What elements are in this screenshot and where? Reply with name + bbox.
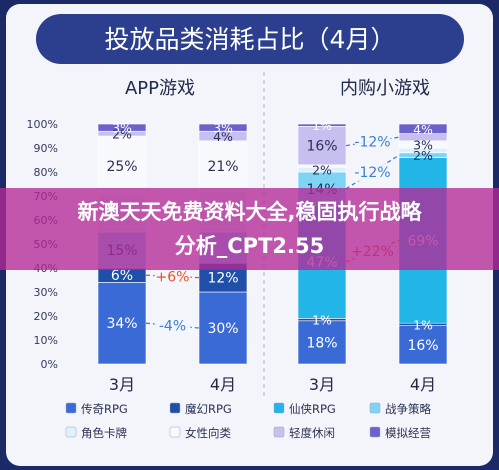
bar-segment: [297, 126, 347, 166]
change-label: +6%: [156, 269, 190, 285]
bar-segment: [398, 325, 448, 365]
legend-label: 角色卡牌: [81, 426, 127, 440]
data-label: 1%: [413, 317, 433, 332]
bar-segment: [97, 123, 147, 132]
data-label: 3%: [413, 137, 433, 152]
data-label: 12%: [207, 271, 238, 287]
bar-segment: [198, 140, 248, 192]
legend-swatch: [65, 426, 77, 438]
data-label: 4%: [213, 129, 233, 144]
data-label: 16%: [306, 139, 337, 155]
bar-segment: [297, 123, 347, 127]
data-label: 1%: [312, 313, 332, 328]
change-label-bg: [154, 268, 191, 286]
x-tick-label: 4月: [410, 375, 436, 394]
data-label: 21%: [207, 159, 238, 175]
bar-segment: [97, 135, 147, 197]
legend-label: 仙侠RPG: [289, 402, 336, 416]
data-label: 34%: [106, 316, 137, 332]
change-label: -12%: [354, 134, 390, 150]
data-label: 6%: [111, 268, 133, 284]
bar-segment: [198, 123, 248, 132]
watermark-banner: 新澳天天免费资料大全,稳固执行战略 分析_CPT2.55: [0, 188, 499, 270]
legend-label: 战争策略: [385, 402, 431, 416]
x-tick-label: 3月: [309, 375, 335, 394]
data-label: 18%: [306, 335, 337, 351]
y-tick-label: 100%: [27, 118, 58, 131]
y-tick-label: 80%: [34, 166, 58, 179]
group-title: 内购小游戏: [340, 78, 430, 99]
group-title: APP游戏: [125, 78, 195, 99]
banner-line-1: 新澳天天免费资料大全,稳固执行战略: [77, 200, 422, 224]
change-label: -12%: [354, 165, 390, 181]
banner-line-2: 分析_CPT2.55: [174, 234, 325, 258]
legend-swatch: [273, 426, 285, 438]
data-label: 2%: [312, 163, 332, 178]
legend-swatch: [369, 402, 381, 414]
title-bar: [36, 14, 464, 64]
data-label: 1%: [312, 118, 332, 133]
y-tick-label: 10%: [34, 334, 58, 347]
data-label: 3%: [112, 121, 132, 136]
data-label: 3%: [213, 121, 233, 136]
data-label: 2%: [112, 127, 132, 142]
change-label-bg: [154, 317, 191, 335]
legend-swatch: [369, 426, 381, 438]
data-label: 4%: [413, 122, 433, 137]
legend-label: 传奇RPG: [81, 402, 128, 416]
y-tick-label: 90%: [34, 142, 58, 155]
x-tick-label: 3月: [109, 375, 135, 394]
change-label: -4%: [159, 319, 186, 335]
bar-segment: [398, 123, 448, 134]
data-label: 30%: [207, 321, 238, 337]
bar-segment: [198, 291, 248, 365]
legend-label: 女性向类: [185, 426, 231, 440]
legend-swatch: [273, 402, 285, 414]
legend-label: 魔幻RPG: [185, 402, 232, 416]
data-label: 2%: [413, 148, 433, 163]
legend-label: 轻度休闲: [289, 426, 335, 440]
y-tick-label: 0%: [41, 358, 58, 371]
data-label: 25%: [106, 159, 137, 175]
y-tick-label: 20%: [34, 310, 58, 323]
x-tick-label: 4月: [210, 375, 236, 394]
legend-swatch: [169, 402, 181, 414]
change-label-bg: [354, 164, 391, 181]
legend-swatch: [169, 426, 181, 438]
legend-label: 模拟经营: [385, 426, 431, 440]
chart-title: 投放品类消耗占比（4月）: [105, 25, 396, 54]
data-label: 16%: [407, 338, 438, 354]
change-label-bg: [354, 133, 391, 151]
y-tick-label: 30%: [34, 286, 58, 299]
legend-swatch: [65, 402, 77, 414]
